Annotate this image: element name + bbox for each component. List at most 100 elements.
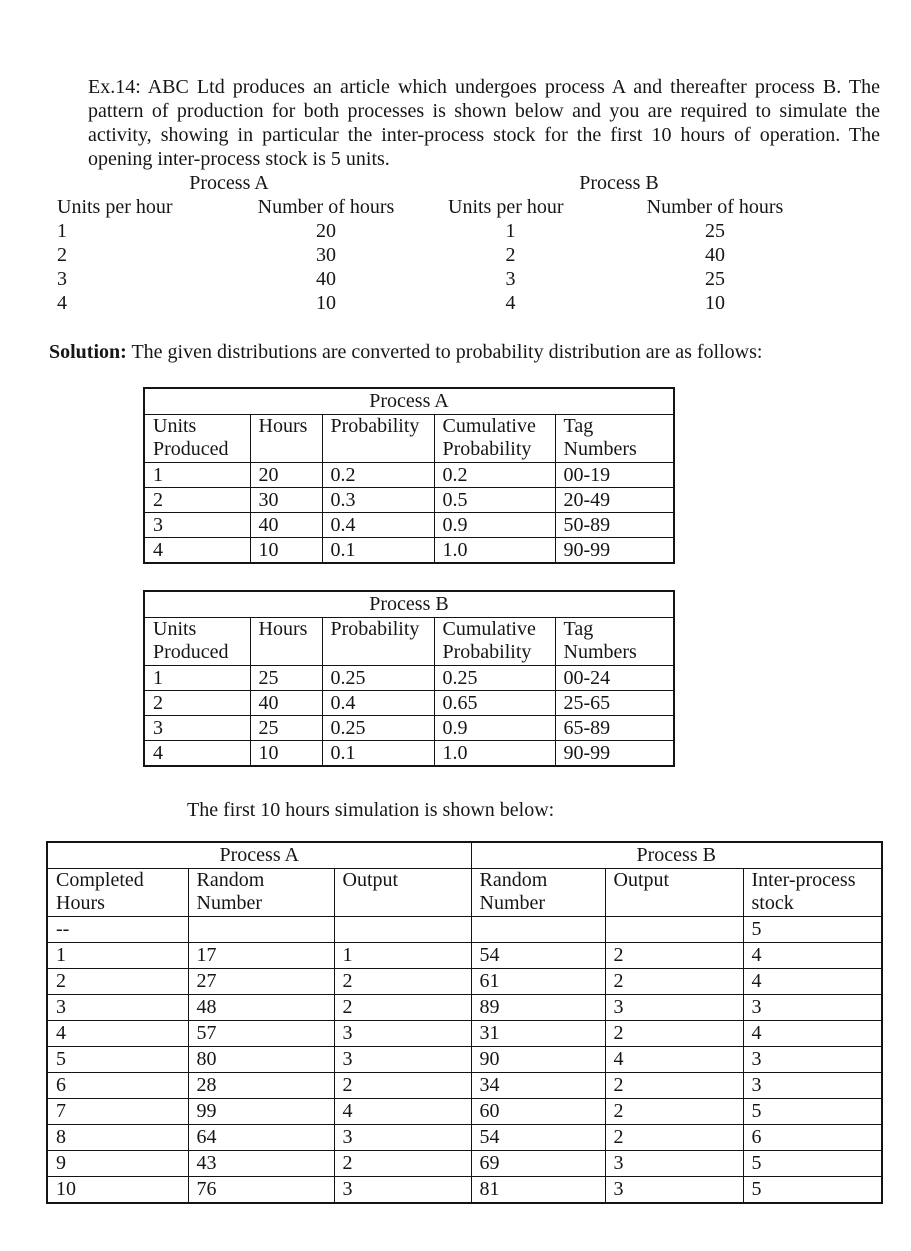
table-cell: 3 — [46, 994, 189, 1021]
table-cell: 2 — [333, 994, 472, 1021]
table-cell: 0.65 — [433, 690, 556, 716]
table-cell: 61 — [470, 968, 606, 995]
table-cell: 2 — [143, 690, 251, 716]
table-cell: 3 — [333, 1020, 472, 1047]
table-cell: 0.2 — [321, 462, 435, 488]
table-cell: 3 — [333, 1176, 472, 1204]
table-cell: 3 — [742, 994, 883, 1021]
table-cell — [187, 916, 335, 943]
table-cell: 5 — [742, 916, 883, 943]
units-per-hour-label: Units per hour — [448, 196, 564, 218]
table-cell: 3 — [143, 512, 251, 538]
value: 10 — [316, 292, 336, 314]
table-cell: 69 — [470, 1150, 606, 1177]
table-cell: 1.0 — [433, 740, 556, 767]
column-header: Tag Numbers — [554, 617, 675, 666]
table-title-row: Process A — [143, 387, 675, 415]
table-cell: 34 — [470, 1072, 606, 1099]
value: 1 — [505, 220, 516, 242]
process-a-heading: Process A — [189, 172, 269, 194]
number-of-hours-label: Number of hours — [257, 196, 395, 218]
value: 20 — [316, 220, 336, 242]
table-cell — [470, 916, 606, 943]
units-per-hour-label: Units per hour — [57, 196, 173, 218]
table-row: 5 80 3 90 4 3 — [46, 1046, 883, 1073]
table-cell: 00-19 — [554, 462, 675, 488]
value: 1 — [57, 220, 67, 242]
table-cell: 1 — [46, 942, 189, 969]
table-row: 2 27 2 61 2 4 — [46, 968, 883, 995]
table-cell: 2 — [604, 1124, 744, 1151]
simulation-table: Process A Process B Completed Hours Rand… — [46, 841, 883, 1204]
table-cell: 3 — [604, 994, 744, 1021]
table-cell: 3 — [604, 1150, 744, 1177]
table-cell: 50-89 — [554, 512, 675, 538]
table-cell — [604, 916, 744, 943]
table-cell: 3 — [742, 1072, 883, 1099]
column-header: Output — [604, 868, 744, 917]
table-cell: 40 — [249, 512, 323, 538]
column-header: Units Produced — [143, 617, 251, 666]
table-cell: 4 — [742, 1020, 883, 1047]
table-cell: 20 — [249, 462, 323, 488]
table-cell: 5 — [742, 1150, 883, 1177]
table-cell: 2 — [46, 968, 189, 995]
value: 25 — [705, 220, 725, 242]
table-cell: 3 — [604, 1176, 744, 1204]
value: 40 — [705, 244, 725, 266]
column-header: Hours — [249, 617, 323, 666]
process-b-heading: Process B — [579, 172, 659, 194]
table-cell: 25-65 — [554, 690, 675, 716]
distribution-row: 2 30 2 40 — [57, 243, 911, 267]
table-cell: 2 — [604, 968, 744, 995]
table-cell: 0.25 — [433, 665, 556, 691]
table-cell: 89 — [470, 994, 606, 1021]
table-row: 1 17 1 54 2 4 — [46, 942, 883, 969]
table-cell: 1 — [143, 462, 251, 488]
table-cell: 0.4 — [321, 512, 435, 538]
table-cell: 25 — [249, 665, 323, 691]
table-row: 4 10 0.1 1.0 90-99 — [143, 537, 675, 564]
table-cell: 90 — [470, 1046, 606, 1073]
process-a-group-header: Process A — [46, 841, 472, 869]
distribution-row: 3 40 3 25 — [57, 267, 911, 291]
table-cell: -- — [46, 916, 189, 943]
table-cell: 4 — [742, 942, 883, 969]
table-row: 8 64 3 54 2 6 — [46, 1124, 883, 1151]
table-row: 10 76 3 81 3 5 — [46, 1176, 883, 1204]
table-cell: 2 — [143, 487, 251, 513]
table-cell: 2 — [333, 1150, 472, 1177]
table-cell: 31 — [470, 1020, 606, 1047]
table-cell: 99 — [187, 1098, 335, 1125]
table-cell: 2 — [333, 1072, 472, 1099]
table-cell: 48 — [187, 994, 335, 1021]
table-cell: 43 — [187, 1150, 335, 1177]
table-row: 1 20 0.2 0.2 00-19 — [143, 462, 675, 488]
table-cell: 3 — [333, 1124, 472, 1151]
table-cell: 4 — [742, 968, 883, 995]
table-cell: 0.25 — [321, 715, 435, 741]
table-group-row: Process A Process B — [46, 841, 883, 869]
column-header: Inter-process stock — [742, 868, 883, 917]
table-cell: 81 — [470, 1176, 606, 1204]
table-cell: 0.2 — [433, 462, 556, 488]
distribution-row: 1 20 1 25 — [57, 219, 911, 243]
value: 2 — [505, 244, 516, 266]
column-header: Hours — [249, 414, 323, 463]
table-cell: 0.3 — [321, 487, 435, 513]
table-row: 4 10 0.1 1.0 90-99 — [143, 740, 675, 767]
table-cell: 5 — [742, 1098, 883, 1125]
table-cell: 1 — [143, 665, 251, 691]
table-header-row: Completed Hours Random Number Output Ran… — [46, 868, 883, 917]
table-cell: 9 — [46, 1150, 189, 1177]
value: 40 — [316, 268, 336, 290]
table-cell: 10 — [249, 537, 323, 564]
table-row: 2 30 0.3 0.5 20-49 — [143, 487, 675, 513]
table-title-row: Process B — [143, 590, 675, 618]
number-of-hours-label: Number of hours — [646, 196, 784, 218]
column-header: Cumulative Probability — [433, 414, 556, 463]
column-header: Tag Numbers — [554, 414, 675, 463]
table-cell — [333, 916, 472, 943]
table-cell: 3 — [742, 1046, 883, 1073]
table-title: Process B — [143, 590, 675, 618]
